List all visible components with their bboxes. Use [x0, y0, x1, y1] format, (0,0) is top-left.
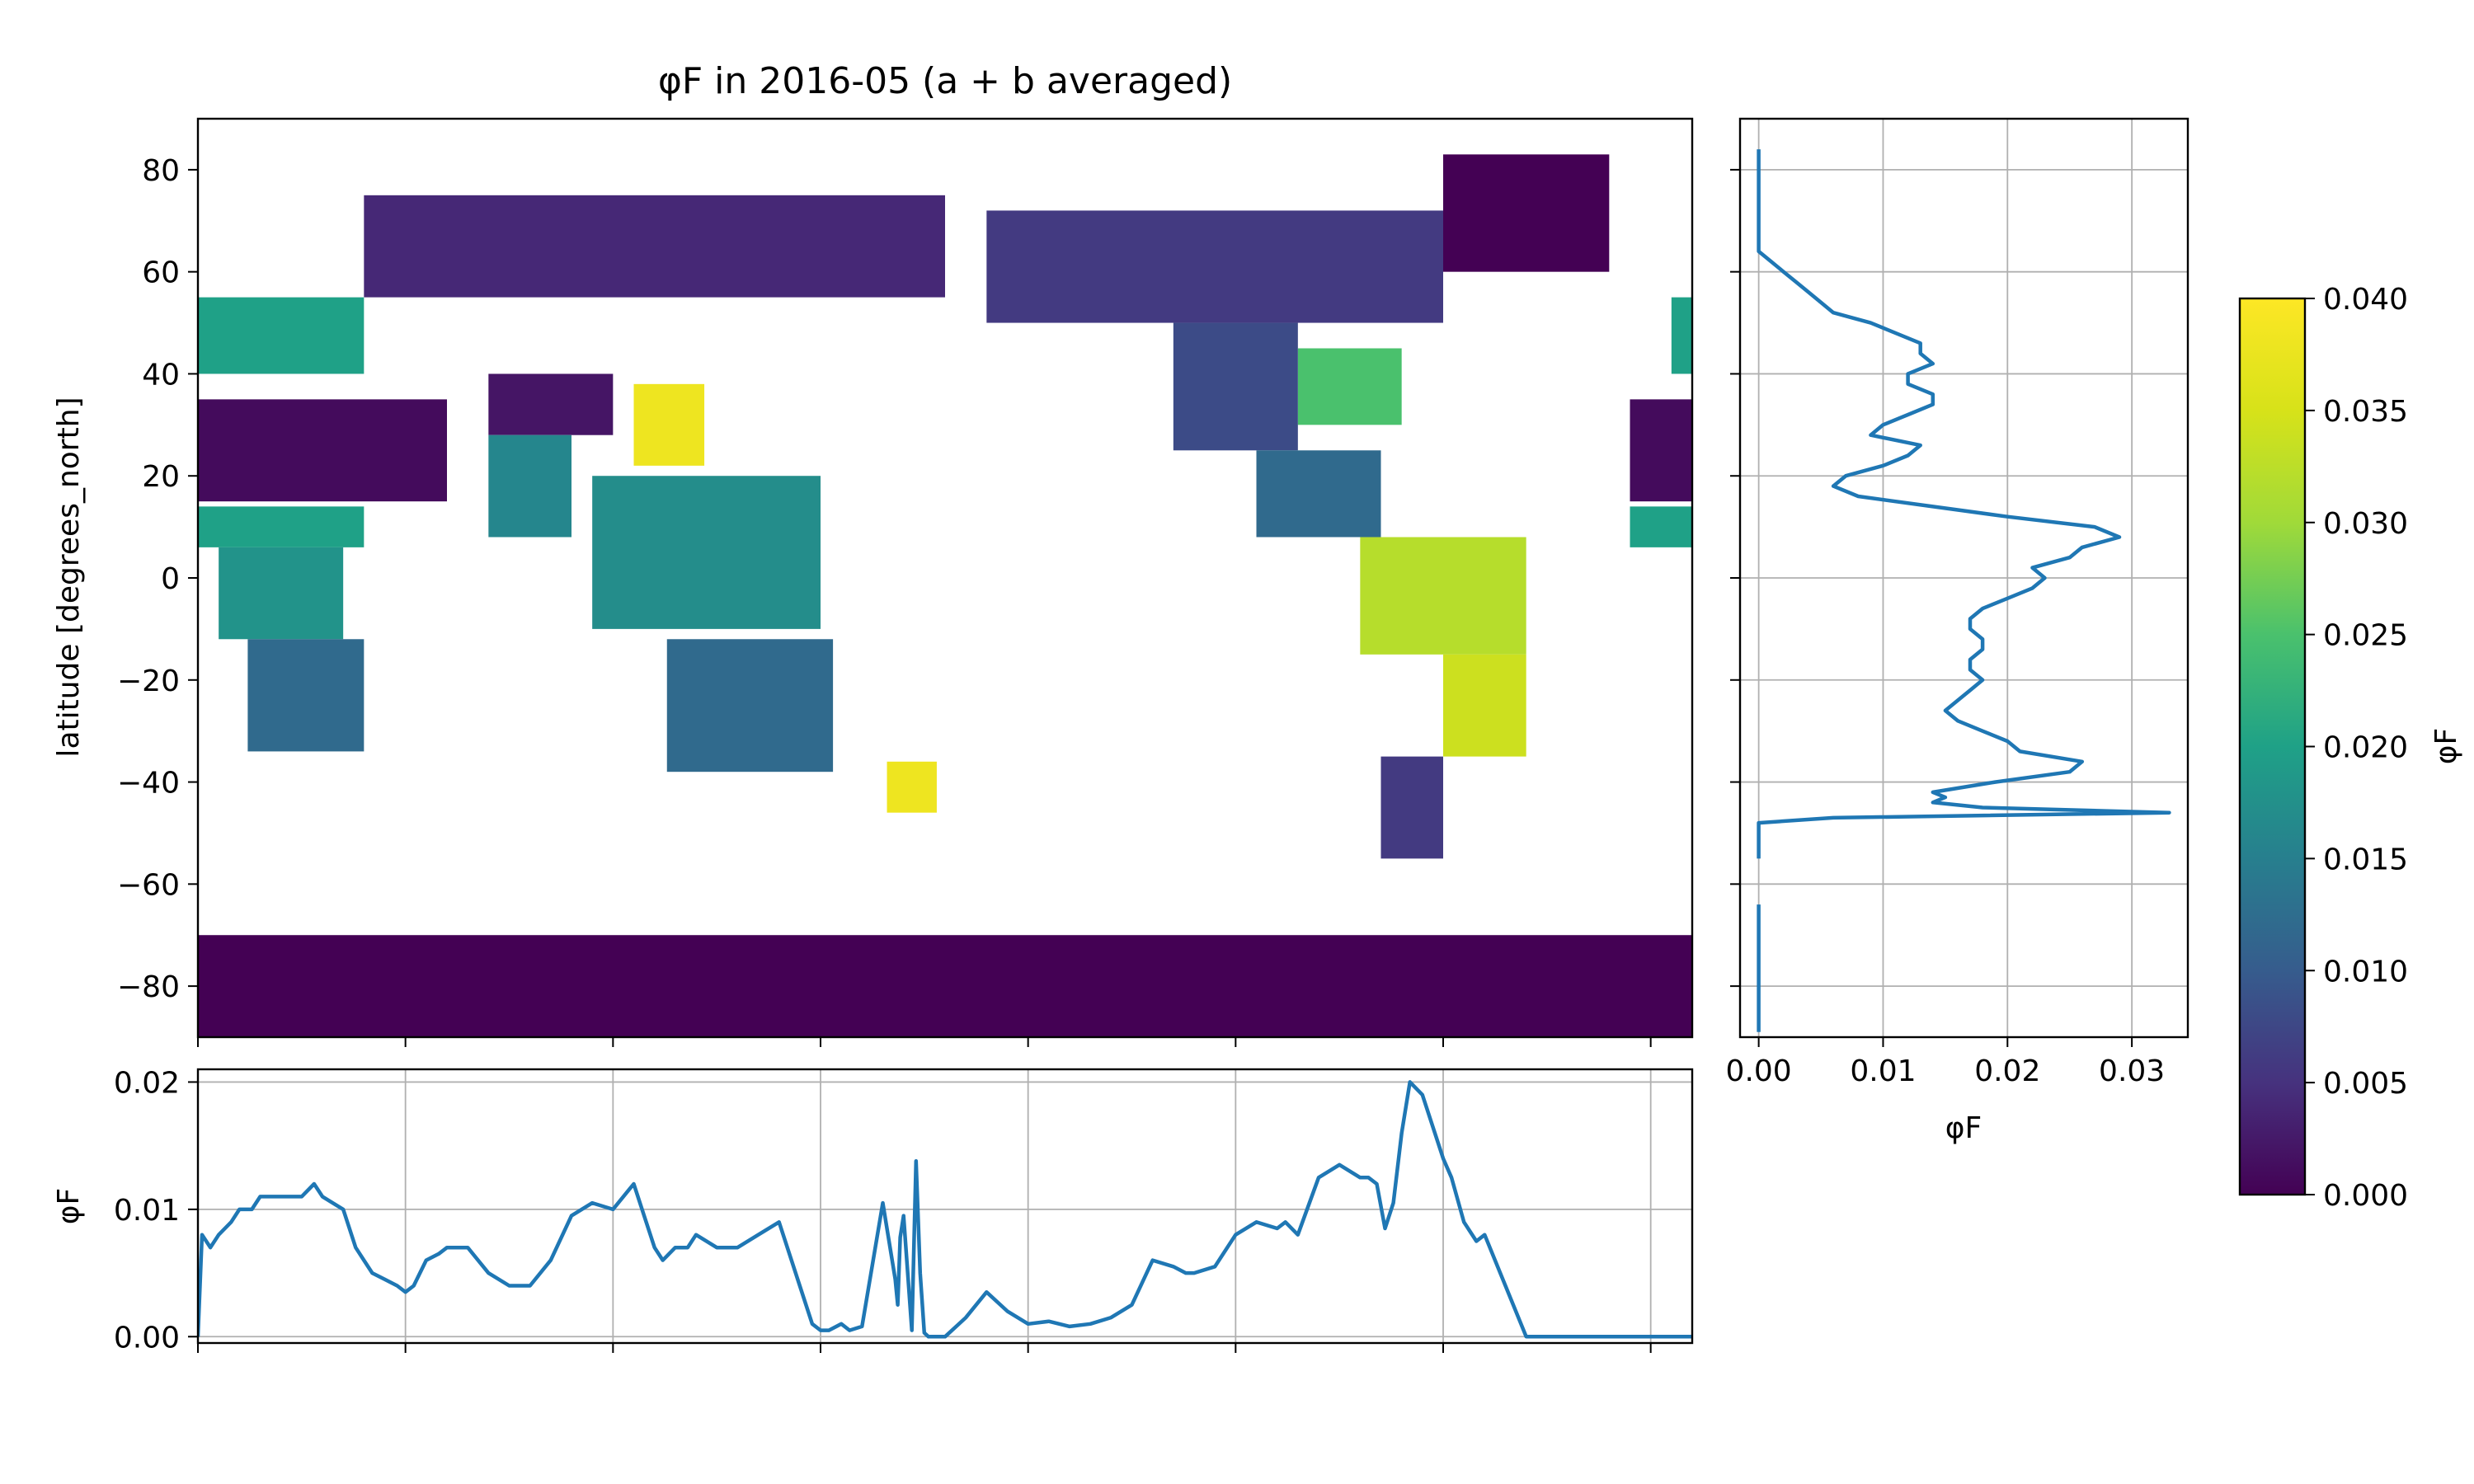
- map-y-axis-label: latitude [degrees_north]: [52, 397, 86, 757]
- colorbar-tick-label: 0.025: [2323, 619, 2408, 653]
- map-region-patagonia: [1380, 756, 1443, 859]
- colorbar-tick-label: 0.000: [2323, 1179, 2408, 1213]
- map-regions: [198, 154, 1692, 1037]
- map-region-western-us: [1173, 322, 1298, 451]
- map-region-greenland: [1443, 154, 1610, 272]
- map-region-india: [488, 434, 571, 538]
- lat-profile-x-tick-label: 0.03: [2099, 1054, 2165, 1088]
- map-x-axis: [197, 1037, 1652, 1047]
- lon-profile-x-axis: [197, 1343, 1652, 1353]
- map-y-tick-label: 60: [142, 256, 180, 290]
- colorbar-tick-label: 0.005: [2323, 1067, 2408, 1101]
- map-region-antarctica: [198, 935, 1692, 1037]
- lat-profile-x-axis-label: φF: [1945, 1111, 1982, 1145]
- lat-profile-grid: [1740, 119, 2188, 1037]
- map-region-sahara-arabia-0: [1630, 399, 1692, 502]
- colorbar: 0.000 0.005 0.010 0.015 0.020 0.025 0.030 0.035…: [2238, 283, 2463, 1213]
- lon-profile-y-axis-label: φF: [52, 1188, 86, 1224]
- map-region-australia: [666, 639, 834, 773]
- map-region-sahara-arabia-1: [198, 399, 447, 502]
- map-y-tick-label: 40: [142, 358, 180, 392]
- map-region-sahel-1: [198, 506, 365, 547]
- lon-profile-y-tick-label: 0.00: [114, 1321, 180, 1355]
- lon-profile-line: [198, 1080, 1692, 1339]
- map-y-axis: −80 −60 −40 −20 0 20 40 60 80: [117, 154, 198, 1004]
- map-region-siberia: [364, 195, 945, 298]
- lon-profile-grid: [197, 1069, 1692, 1343]
- map-region-central-america: [1256, 450, 1381, 538]
- lon-profile-y-tick-label: 0.02: [114, 1066, 180, 1100]
- map-y-tick-label: −60: [117, 868, 180, 902]
- map-region-sahel-0: [1630, 506, 1692, 547]
- lon-profile-lines: [198, 1080, 1692, 1339]
- map-y-tick-label: −80: [117, 970, 180, 1004]
- lat-profile-panel: [1738, 117, 2189, 1039]
- colorbar-tick-label: 0.035: [2323, 395, 2408, 429]
- lat-profile-lines: [1757, 149, 2171, 1032]
- lon-profile-panel: [196, 1068, 1694, 1345]
- lat-profile-x-axis: 0.00 0.01 0.02 0.03: [1726, 1037, 2165, 1088]
- lon-profile-background: [198, 1069, 1692, 1343]
- map-region-east-china: [633, 383, 705, 466]
- colorbar-tick-label: 0.010: [2323, 955, 2408, 989]
- map-y-tick-label: 80: [142, 154, 180, 188]
- map-y-tick-label: −20: [117, 665, 180, 698]
- map-region-southeast-asia: [592, 476, 821, 629]
- map-region-new-zealand: [887, 761, 937, 813]
- colorbar-label: φF: [2429, 728, 2463, 764]
- map-region-alaska-canada: [986, 210, 1443, 323]
- map-y-tick-label: 20: [142, 460, 180, 494]
- colorbar-tick-label: 0.030: [2323, 507, 2408, 541]
- map-region-south-brazil-pampas: [1443, 654, 1526, 757]
- map-title: φF in 2016-05 (a + b averaged): [658, 60, 1232, 102]
- map-region-himalaya: [488, 373, 614, 435]
- lat-profile-x-tick-label: 0.01: [1850, 1054, 1916, 1088]
- colorbar-tick-label: 0.020: [2323, 731, 2408, 765]
- map-region-europe-0: [1671, 297, 1692, 374]
- map-region-central-africa: [219, 547, 344, 640]
- colorbar-tick-label: 0.040: [2323, 283, 2408, 317]
- lon-profile-frame: [196, 1068, 1694, 1345]
- map-y-tick-label: 0: [161, 562, 180, 596]
- map-region-southern-africa: [247, 639, 365, 752]
- colorbar-tick-label: 0.015: [2323, 843, 2408, 876]
- colorbar-ticks: 0.000 0.005 0.010 0.015 0.020 0.025 0.030 0.035…: [2305, 283, 2408, 1213]
- lat-profile-x-tick-label: 0.00: [1726, 1054, 1792, 1088]
- lat-profile-line: [1757, 149, 2171, 859]
- map-area: [196, 117, 1694, 1039]
- colorbar-gradient: [2238, 297, 2307, 1196]
- lon-profile-y-axis: 0.00 0.01 0.02: [114, 1066, 198, 1355]
- lat-profile-y-axis: [1730, 168, 1740, 988]
- map-region-amazon: [1360, 537, 1526, 655]
- map-y-tick-label: −40: [117, 767, 180, 801]
- lat-profile-x-tick-label: 0.02: [1974, 1054, 2040, 1088]
- lon-profile-y-tick-label: 0.01: [114, 1194, 180, 1228]
- map-region-eastern-us: [1297, 348, 1402, 425]
- map-region-europe-1: [198, 297, 365, 374]
